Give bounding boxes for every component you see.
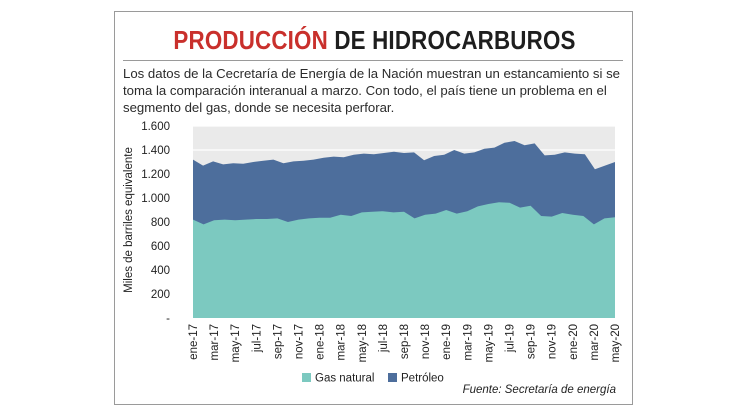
y-tick-label: 400 (151, 265, 170, 277)
y-tick-label: 1.600 (141, 121, 170, 133)
y-tick-label: 1.200 (141, 169, 170, 181)
x-tick-label: may-18 (357, 324, 369, 362)
x-tick-label: ene-20 (568, 324, 580, 360)
y-tick-label: 600 (151, 241, 170, 253)
x-tick-label: may-19 (483, 324, 495, 362)
x-tick-label: ene-19 (441, 324, 453, 360)
area-series (193, 141, 615, 318)
x-tick-label: sep-17 (272, 324, 284, 359)
x-tick-label: mar-19 (462, 324, 474, 360)
legend: Gas natural Petróleo (302, 373, 444, 385)
title-divider (123, 60, 623, 61)
x-tick-label: sep-19 (526, 324, 538, 359)
source-note: Fuente: Secretaría de energía (463, 384, 616, 396)
x-tick-label: ene-18 (315, 324, 327, 360)
x-tick-label: ene-17 (188, 324, 200, 360)
x-tick-label: may-17 (230, 324, 242, 362)
legend-label-gas-natural: Gas natural (315, 373, 374, 385)
x-tick-label: jul-17 (251, 324, 263, 353)
x-tick-label: nov-18 (420, 324, 432, 359)
y-axis-label: Miles de barriles equivalente (123, 147, 135, 293)
legend-label-petroleo: Petróleo (401, 373, 444, 385)
x-tick-label: nov-17 (294, 324, 306, 359)
x-tick-label: jul-19 (505, 324, 517, 353)
x-tick-label: may-20 (610, 324, 622, 362)
y-axis: - 200 400 600 800 1.000 1.200 1.400 1.600 (141, 121, 170, 325)
x-tick-label: mar-17 (209, 324, 221, 360)
title-rest: DE HIDROCARBUROS (334, 25, 576, 55)
x-tick-label: jul-18 (378, 324, 390, 353)
x-tick-label: sep-18 (399, 324, 411, 359)
chart-title: PRODUCCIÓN DE HIDROCARBUROS (151, 25, 597, 56)
x-tick-label: mar-20 (589, 324, 601, 360)
legend-swatch-petroleo (388, 373, 397, 382)
y-tick-label: 1.000 (141, 193, 170, 205)
legend-swatch-gas-natural (302, 373, 311, 382)
y-tick-label: 200 (151, 289, 170, 301)
y-tick-label: 800 (151, 217, 170, 229)
x-axis: ene-17 mar-17 may-17 jul-17 sep-17 nov-17 ene-… (188, 324, 622, 362)
chart-description: Los datos de la Cecretaría de Energía de… (123, 66, 621, 115)
gas-natural-area (193, 202, 615, 318)
y-tick-label: 1.400 (141, 145, 170, 157)
x-tick-label: nov-19 (547, 324, 559, 359)
title-highlight: PRODUCCIÓN (173, 25, 328, 55)
x-tick-label: mar-18 (336, 324, 348, 360)
y-tick-label: - (166, 313, 170, 325)
